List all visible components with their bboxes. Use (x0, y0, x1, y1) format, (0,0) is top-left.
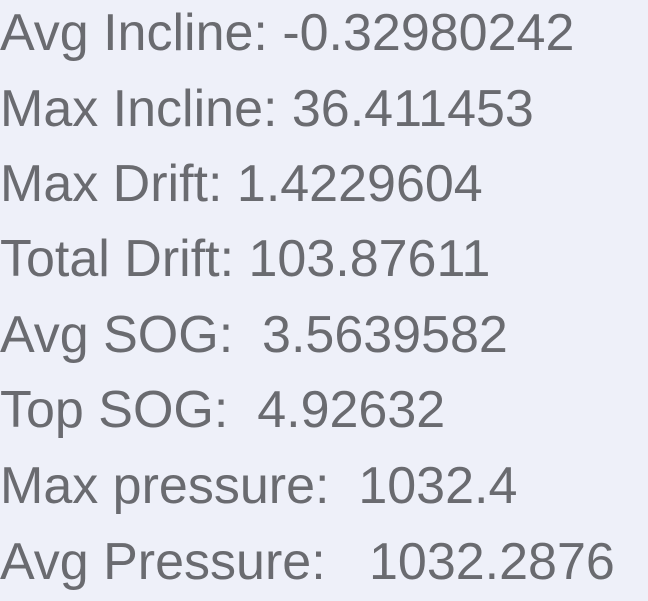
avg-incline-text: Avg Incline: -0.32980242 (0, 4, 575, 62)
avg-sog-text: Avg SOG: 3.5639582 (0, 306, 508, 364)
max-incline-text: Max Incline: 36.411453 (0, 80, 534, 138)
total-drift-text: Total Drift: 103.87611 (0, 230, 491, 288)
avg-pressure-text: Avg Pressure: 1032.2876 (0, 533, 615, 591)
max-pressure-text: Max pressure: 1032.4 (0, 457, 518, 515)
max-drift-text: Max Drift: 1.4229604 (0, 155, 483, 213)
top-sog-text: Top SOG: 4.92632 (0, 381, 446, 439)
